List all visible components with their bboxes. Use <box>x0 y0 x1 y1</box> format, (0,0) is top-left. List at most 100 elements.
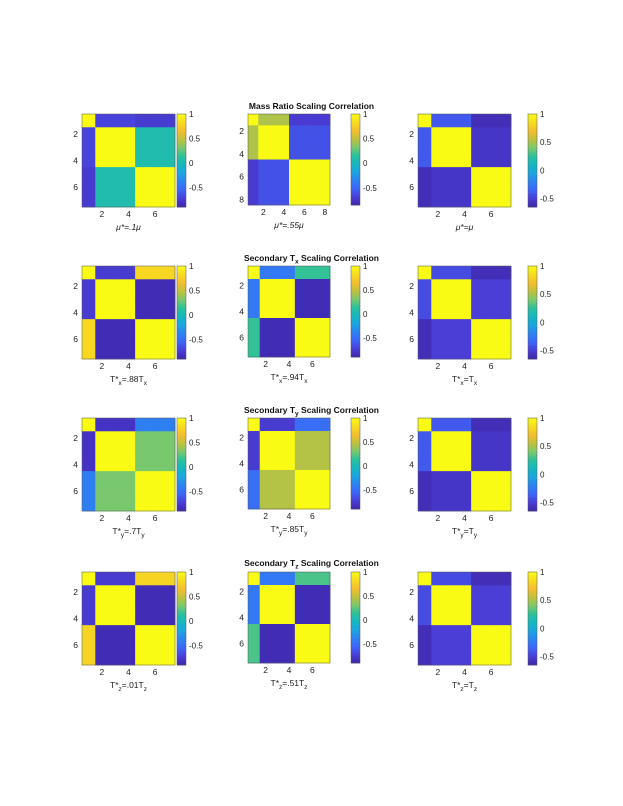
heatmap-cell <box>259 598 272 612</box>
colorbar-segment <box>351 157 360 160</box>
colorbar-segment <box>528 356 537 360</box>
colorbar-segment <box>528 202 537 206</box>
colorbar-segment <box>177 148 186 152</box>
heatmap-cell <box>444 279 459 293</box>
colorbar-segment <box>177 476 186 479</box>
heatmap-cell <box>471 167 485 181</box>
colorbar-segment <box>351 125 360 129</box>
heatmap-cell <box>248 193 259 206</box>
colorbar-segment <box>351 597 360 600</box>
heatmap-cell <box>248 444 261 458</box>
heatmap-cell <box>135 332 149 347</box>
heatmap-cell <box>471 572 485 586</box>
y-tick-label: 2 <box>409 129 414 139</box>
heatmap-cell <box>418 279 432 293</box>
colorbar-frame <box>350 417 361 510</box>
heatmap-cell <box>248 483 261 497</box>
heatmap-cell <box>457 585 472 599</box>
heatmap-cell <box>283 496 296 510</box>
heatmap-cell <box>318 650 331 664</box>
x-tick-label: 6 <box>310 511 315 521</box>
colorbar-segment <box>177 646 186 650</box>
heatmap-cell <box>484 611 499 626</box>
colorbar-segment <box>528 160 537 164</box>
colorbar-segment <box>351 343 360 347</box>
colorbar-segment <box>351 166 360 169</box>
colorbar-segment <box>177 506 186 510</box>
heatmap-cell <box>471 305 485 320</box>
heatmap-cell <box>95 345 109 360</box>
colorbar-segment <box>528 506 537 510</box>
heatmap-cell <box>135 140 149 155</box>
colorbar-segment <box>351 143 360 147</box>
colorbar-segment <box>351 440 360 444</box>
colorbar-segment <box>351 474 360 478</box>
heatmap-cell <box>484 153 499 168</box>
colorbar-segment <box>351 631 360 634</box>
colorbar-segment <box>351 429 360 433</box>
heatmap-cell <box>135 345 149 360</box>
heatmap-cell <box>259 331 272 345</box>
colorbar-segment <box>351 619 360 623</box>
heatmap-cell <box>283 292 296 306</box>
heatmap-cell <box>161 484 176 499</box>
colorbar-frame <box>527 113 538 208</box>
heatmap-cell <box>121 292 136 307</box>
heatmap-cell <box>497 193 512 208</box>
heatmap-cell <box>248 182 259 195</box>
heatmap-cell <box>418 598 432 613</box>
heatmap-cell <box>278 136 290 149</box>
x-tick-label: 4 <box>462 209 467 219</box>
heatmap-cell <box>82 153 96 168</box>
colorbar-segment <box>177 321 186 325</box>
heatmap-cell <box>306 598 319 612</box>
heatmap-cell <box>444 332 459 347</box>
heatmap-cell <box>95 497 109 512</box>
heatmap-cell <box>95 651 109 666</box>
y-tick-label: 4 <box>73 614 78 624</box>
heatmap-cell <box>289 159 300 172</box>
colorbar-segment <box>528 314 537 318</box>
x-tick-label: 4 <box>126 361 131 371</box>
heatmap-cell <box>306 624 319 638</box>
heatmap-cell <box>258 148 269 160</box>
heatmap-frame <box>417 417 512 512</box>
heatmap-cell <box>444 266 459 280</box>
colorbar-tick-label: 0.5 <box>363 135 375 144</box>
heatmap-cell <box>431 319 445 333</box>
heatmap-cell <box>95 471 109 485</box>
colorbar-segment <box>351 148 360 151</box>
colorbar-segment <box>351 483 360 487</box>
colorbar-segment <box>351 651 360 655</box>
heatmap-cell <box>497 114 512 128</box>
heatmap-cell <box>161 193 176 208</box>
colorbar-segment <box>351 304 360 308</box>
heatmap-cell <box>444 345 459 360</box>
colorbar-segment <box>177 116 186 120</box>
heatmap-cell <box>471 611 485 626</box>
heatmap-cell <box>418 319 432 333</box>
colorbar-segment <box>528 450 537 454</box>
heatmap-cell <box>161 457 176 472</box>
colorbar-segment <box>177 345 186 348</box>
heatmap-cell <box>471 484 485 499</box>
heatmap-cell <box>95 167 109 181</box>
colorbar-segment <box>177 457 186 461</box>
heatmap-cell <box>95 114 109 128</box>
heatmap-cell <box>108 114 123 128</box>
colorbar-segment <box>351 493 360 496</box>
heatmap-cell <box>418 180 432 195</box>
heatmap-cell <box>306 266 319 280</box>
colorbar-segment <box>177 120 186 124</box>
heatmap-cell <box>471 127 485 141</box>
heatmap-cell <box>108 431 123 445</box>
colorbar-segment <box>351 488 360 492</box>
heatmap-cell <box>148 153 163 168</box>
heatmap-cell <box>484 638 499 653</box>
colorbar-segment <box>351 617 360 621</box>
colorbar-segment <box>351 470 360 473</box>
heatmap-cell <box>161 497 176 512</box>
y-tick-label: 2 <box>239 587 244 597</box>
heatmap-cell <box>444 431 459 445</box>
heatmap-cell <box>283 483 296 497</box>
